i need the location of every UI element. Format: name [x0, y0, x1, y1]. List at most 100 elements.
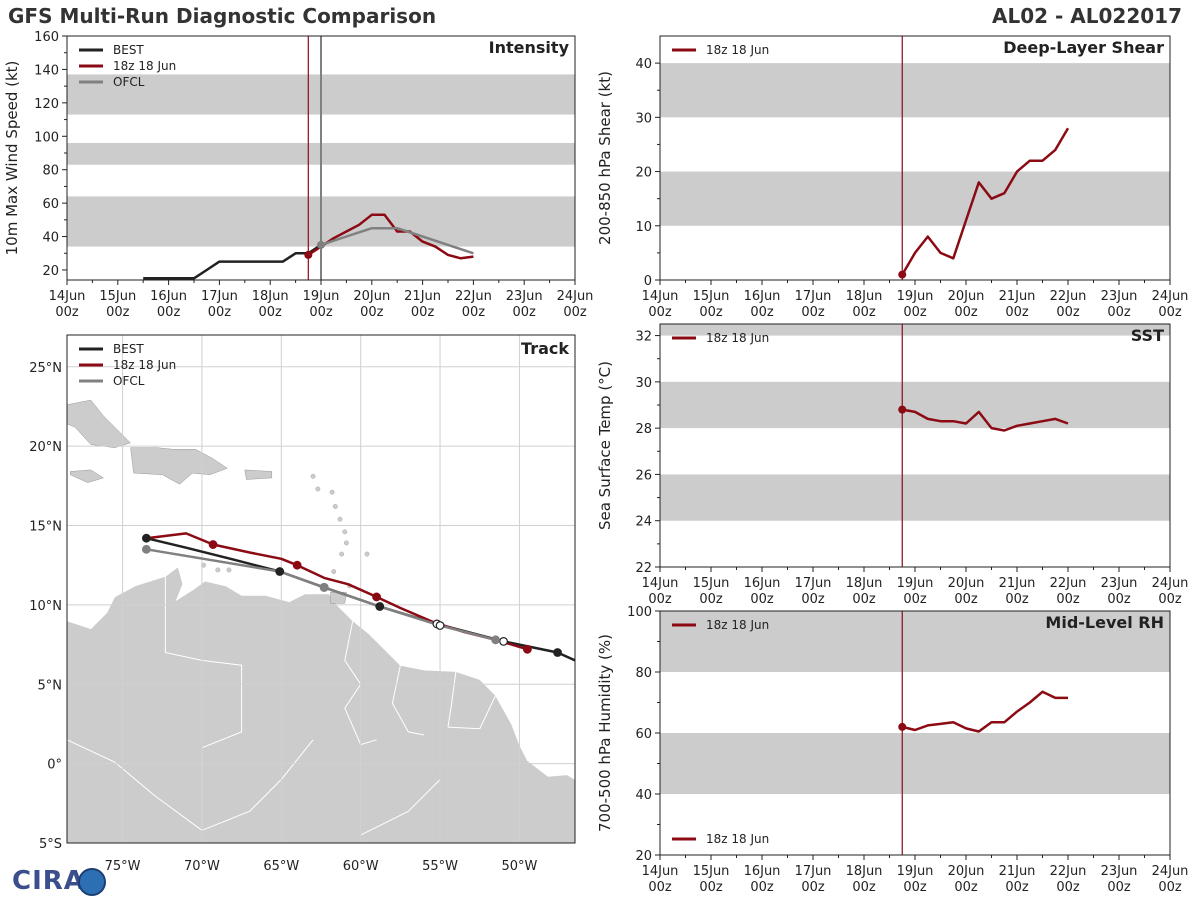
y-tick-label: 80 [635, 666, 652, 681]
y-tick-label: 80 [42, 164, 59, 179]
x-tick-sublabel: 00z [648, 880, 672, 895]
y-tick-label: 120 [34, 97, 59, 112]
legend-label: 18z 18 Jun [113, 358, 176, 372]
small-island [342, 529, 348, 535]
track-point [208, 540, 218, 549]
track-point [491, 635, 501, 645]
y-tick-label: 100 [34, 130, 59, 145]
chart-track: 75°W 70°W 65°W 60°W 55°W 50°W 5°S 0° 5°N 10°N 15°N… [29, 334, 576, 874]
country-border [447, 695, 497, 730]
hispaniola-land [130, 447, 228, 485]
x-tick-label: 20Jun [948, 864, 985, 879]
y-tick-label: 20 [42, 264, 59, 279]
x-tick-label: 18Jun [846, 576, 883, 591]
x-tick-label: 14Jun [642, 576, 679, 591]
x-tick-sublabel: 00z [1107, 880, 1131, 895]
x-tick-label: 14Jun [49, 289, 86, 304]
series-line [143, 243, 322, 280]
x-tick-sublabel: 00z [903, 592, 927, 607]
legend-label: 18z 18 Jun [706, 331, 769, 345]
x-tick-label: 22Jun [1050, 864, 1087, 879]
x-tick-sublabel: 00z [852, 880, 876, 895]
y-tick-label: 10°N [29, 599, 62, 614]
x-tick-label: 22Jun [455, 289, 492, 304]
x-tick-sublabel: 00z [903, 305, 927, 320]
small-island [315, 486, 321, 492]
y-tick-label: 40 [635, 57, 652, 72]
track-point [141, 533, 151, 543]
x-tick-label: 16Jun [744, 864, 781, 879]
series-line [902, 690, 1068, 733]
x-tick-label: 18Jun [846, 289, 883, 304]
y-axis-label: 10m Max Wind Speed (kt) [3, 61, 21, 256]
small-island [226, 567, 232, 573]
x-tick-label: 50°W [501, 859, 537, 874]
x-tick-sublabel: 00z [852, 592, 876, 607]
series-start-marker [317, 240, 325, 249]
cira-logo-text: CIRA [12, 866, 85, 896]
y-tick-label: 160 [34, 30, 59, 45]
x-tick-sublabel: 00z [699, 592, 723, 607]
threshold-band [660, 381, 1170, 429]
series-line [902, 408, 1069, 432]
x-tick-label: 24Jun [557, 289, 594, 304]
track-point [522, 644, 532, 654]
chart-shear: 01020304014Jun00z15Jun00z16Jun00z17Jun00… [596, 35, 1188, 320]
y-tick-label: 5°S [39, 837, 62, 852]
track-point [499, 636, 508, 646]
y-tick-label: 20 [635, 166, 652, 181]
x-tick-label: 21Jun [999, 576, 1036, 591]
y-tick-label: 100 [627, 605, 652, 620]
chart-title: SST [1131, 326, 1164, 345]
series-start-marker [898, 405, 907, 414]
series-line [901, 127, 1070, 276]
track-line [146, 548, 496, 642]
x-tick-label: 23Jun [1101, 576, 1138, 591]
y-tick-label: 25°N [29, 361, 62, 376]
track-point [141, 544, 151, 554]
y-tick-label: 22 [635, 561, 652, 576]
x-tick-sublabel: 00z [1158, 305, 1182, 320]
x-tick-sublabel: 00z [1056, 592, 1080, 607]
x-tick-sublabel: 00z [750, 880, 774, 895]
threshold-band [660, 63, 1170, 118]
x-tick-label: 19Jun [897, 576, 934, 591]
x-tick-sublabel: 00z [954, 880, 978, 895]
x-tick-label: 16Jun [150, 289, 187, 304]
x-tick-sublabel: 00z [360, 305, 384, 320]
series-start-marker [898, 722, 907, 731]
x-tick-sublabel: 00z [1158, 880, 1182, 895]
x-tick-label: 14Jun [642, 864, 679, 879]
y-axis-label: 700-500 hPa Humidity (%) [596, 634, 614, 832]
y-tick-label: 20°N [29, 440, 62, 455]
x-tick-sublabel: 00z [1005, 880, 1029, 895]
y-tick-label: 26 [635, 468, 652, 483]
x-tick-sublabel: 00z [699, 305, 723, 320]
page-title: GFS Multi-Run Diagnostic Comparison [8, 4, 437, 28]
x-tick-sublabel: 00z [1005, 305, 1029, 320]
legend-label: BEST [113, 43, 144, 57]
x-tick-label: 75°W [105, 859, 141, 874]
track-point [553, 648, 562, 657]
x-tick-sublabel: 00z [259, 305, 283, 320]
small-island [343, 540, 349, 546]
threshold-band [660, 733, 1170, 794]
x-tick-sublabel: 00z [309, 305, 333, 320]
x-tick-sublabel: 00z [208, 305, 232, 320]
x-tick-label: 23Jun [506, 289, 543, 304]
globe-icon [78, 868, 106, 896]
x-tick-sublabel: 00z [513, 305, 537, 320]
legend-label: OFCL [113, 75, 145, 89]
x-tick-label: 55°W [422, 859, 458, 874]
y-tick-label: 28 [635, 422, 652, 437]
plot-frame [659, 323, 1171, 568]
small-island [329, 489, 335, 495]
x-tick-label: 22Jun [1050, 576, 1087, 591]
x-tick-sublabel: 00z [1005, 592, 1029, 607]
country-border [360, 779, 441, 836]
y-tick-label: 10 [635, 220, 652, 235]
series-start-marker [304, 250, 313, 259]
country-border [447, 671, 457, 728]
track-point [375, 602, 385, 611]
